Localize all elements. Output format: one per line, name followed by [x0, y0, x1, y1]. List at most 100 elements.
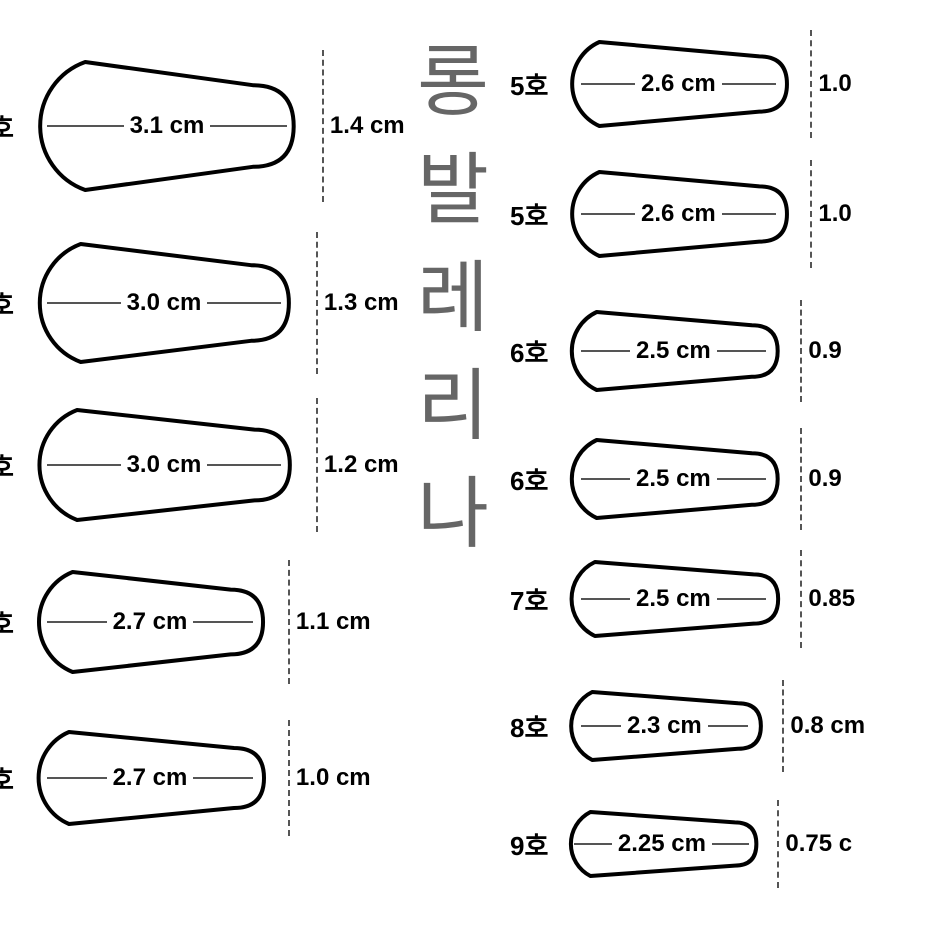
size-label: 호	[0, 604, 14, 641]
height-dash	[782, 680, 784, 772]
size-label: 7호	[510, 581, 548, 618]
width-indicator: 2.6 cm	[554, 70, 802, 98]
height-label: 1.1 cm	[296, 608, 371, 636]
width-indicator: 2.3 cm	[554, 712, 774, 740]
height-dash	[322, 50, 324, 202]
width-label: 2.5 cm	[630, 465, 717, 493]
height-dash	[800, 300, 802, 402]
nail-shape: 2.6 cm	[554, 38, 802, 130]
height-indicator: 1.2 cm	[316, 398, 399, 532]
nail-shape: 2.6 cm	[554, 168, 802, 260]
height-dash	[800, 550, 802, 648]
width-line	[581, 213, 635, 215]
width-line	[581, 350, 630, 352]
watermark-text: 롱발레리나	[390, 40, 502, 580]
width-label: 2.25 cm	[612, 830, 712, 858]
height-dash	[316, 398, 318, 532]
nail-size-row: 8호 2.3 cm 0.8 cm	[510, 680, 865, 772]
size-label: 호	[0, 285, 14, 322]
width-line	[712, 843, 750, 845]
width-line	[708, 725, 748, 727]
nail-shape: 3.0 cm	[20, 240, 308, 366]
height-label: 1.2 cm	[324, 451, 399, 479]
height-dash	[800, 428, 802, 530]
height-dash	[288, 720, 290, 836]
size-label: 6호	[510, 461, 548, 498]
width-label: 2.5 cm	[630, 585, 717, 613]
height-indicator: 1.3 cm	[316, 232, 399, 374]
nail-size-row: 5호 2.6 cm 1.0	[510, 30, 852, 138]
height-dash	[316, 232, 318, 374]
height-dash	[777, 800, 779, 888]
nail-size-row: 5호2.6 cm 1.0	[510, 160, 852, 268]
size-label: 호	[0, 108, 14, 145]
size-label: 6호	[510, 333, 548, 370]
size-label: 8호	[510, 708, 548, 745]
height-indicator: 1.0	[810, 160, 851, 268]
nail-shape: 2.25 cm	[554, 808, 769, 880]
height-label: 1.0	[818, 200, 851, 228]
height-indicator: 0.85	[800, 550, 855, 648]
height-indicator: 1.0	[810, 30, 851, 138]
height-indicator: 1.4 cm	[322, 50, 405, 202]
width-line	[47, 125, 124, 127]
height-label: 0.9	[808, 337, 841, 365]
height-indicator: 0.75 c	[777, 800, 852, 888]
width-label: 2.7 cm	[107, 764, 194, 792]
nail-size-row: 호3.0 cm 1.2 cm	[0, 398, 399, 532]
nail-shape: 3.0 cm	[20, 406, 308, 524]
height-label: 0.85	[808, 585, 855, 613]
width-line	[581, 478, 630, 480]
width-label: 2.5 cm	[630, 337, 717, 365]
width-indicator: 2.5 cm	[554, 585, 792, 613]
width-indicator: 3.1 cm	[20, 112, 314, 140]
height-dash	[288, 560, 290, 684]
width-label: 2.3 cm	[621, 712, 708, 740]
width-indicator: 2.5 cm	[554, 465, 792, 493]
size-label: 9호	[510, 826, 548, 863]
width-line	[193, 621, 253, 623]
width-line	[193, 777, 253, 779]
size-label: 5호	[510, 66, 548, 103]
width-line	[581, 725, 621, 727]
nail-shape: 2.5 cm	[554, 558, 792, 640]
width-label: 2.6 cm	[635, 70, 722, 98]
size-label: 호	[0, 447, 14, 484]
nail-size-row: 7호 2.5 cm 0.85	[510, 550, 855, 648]
width-label: 2.7 cm	[107, 608, 194, 636]
height-label: 1.0 cm	[296, 764, 371, 792]
width-line	[207, 464, 281, 466]
nail-size-row: 6호2.5 cm0.9	[510, 428, 842, 530]
nail-size-row: 호3.1 cm 1.4 cm	[0, 50, 405, 202]
size-label: 5호	[510, 196, 548, 233]
nail-shape: 3.1 cm	[20, 58, 314, 194]
width-line	[722, 213, 776, 215]
width-line	[581, 83, 635, 85]
height-label: 0.8 cm	[790, 712, 865, 740]
width-line	[47, 302, 121, 304]
width-line	[722, 83, 776, 85]
nail-shape: 2.7 cm	[20, 728, 280, 828]
nail-size-row: 9호 2.25 cm 0.75 c	[510, 800, 852, 888]
height-indicator: 0.9	[800, 300, 841, 402]
nail-shape: 2.5 cm	[554, 436, 792, 522]
nail-shape: 2.5 cm	[554, 308, 792, 394]
width-indicator: 2.5 cm	[554, 337, 792, 365]
width-line	[210, 125, 287, 127]
width-indicator: 2.7 cm	[20, 764, 280, 792]
nail-size-row: 호 2.7 cm 1.1 cm	[0, 560, 371, 684]
nail-size-row: 6호 2.5 cm 0.9	[510, 300, 842, 402]
width-line	[717, 350, 766, 352]
height-dash	[810, 160, 812, 268]
height-label: 1.4 cm	[330, 112, 405, 140]
width-line	[47, 621, 107, 623]
width-label: 3.0 cm	[121, 289, 208, 317]
nail-size-row: 호2.7 cm1.0 cm	[0, 720, 371, 836]
height-indicator: 1.1 cm	[288, 560, 371, 684]
height-label: 1.0	[818, 70, 851, 98]
nail-shape: 2.7 cm	[20, 568, 280, 676]
nail-size-row: 호 3.0 cm 1.3 cm	[0, 232, 399, 374]
height-label: 1.3 cm	[324, 289, 399, 317]
width-line	[717, 598, 766, 600]
width-indicator: 2.7 cm	[20, 608, 280, 636]
